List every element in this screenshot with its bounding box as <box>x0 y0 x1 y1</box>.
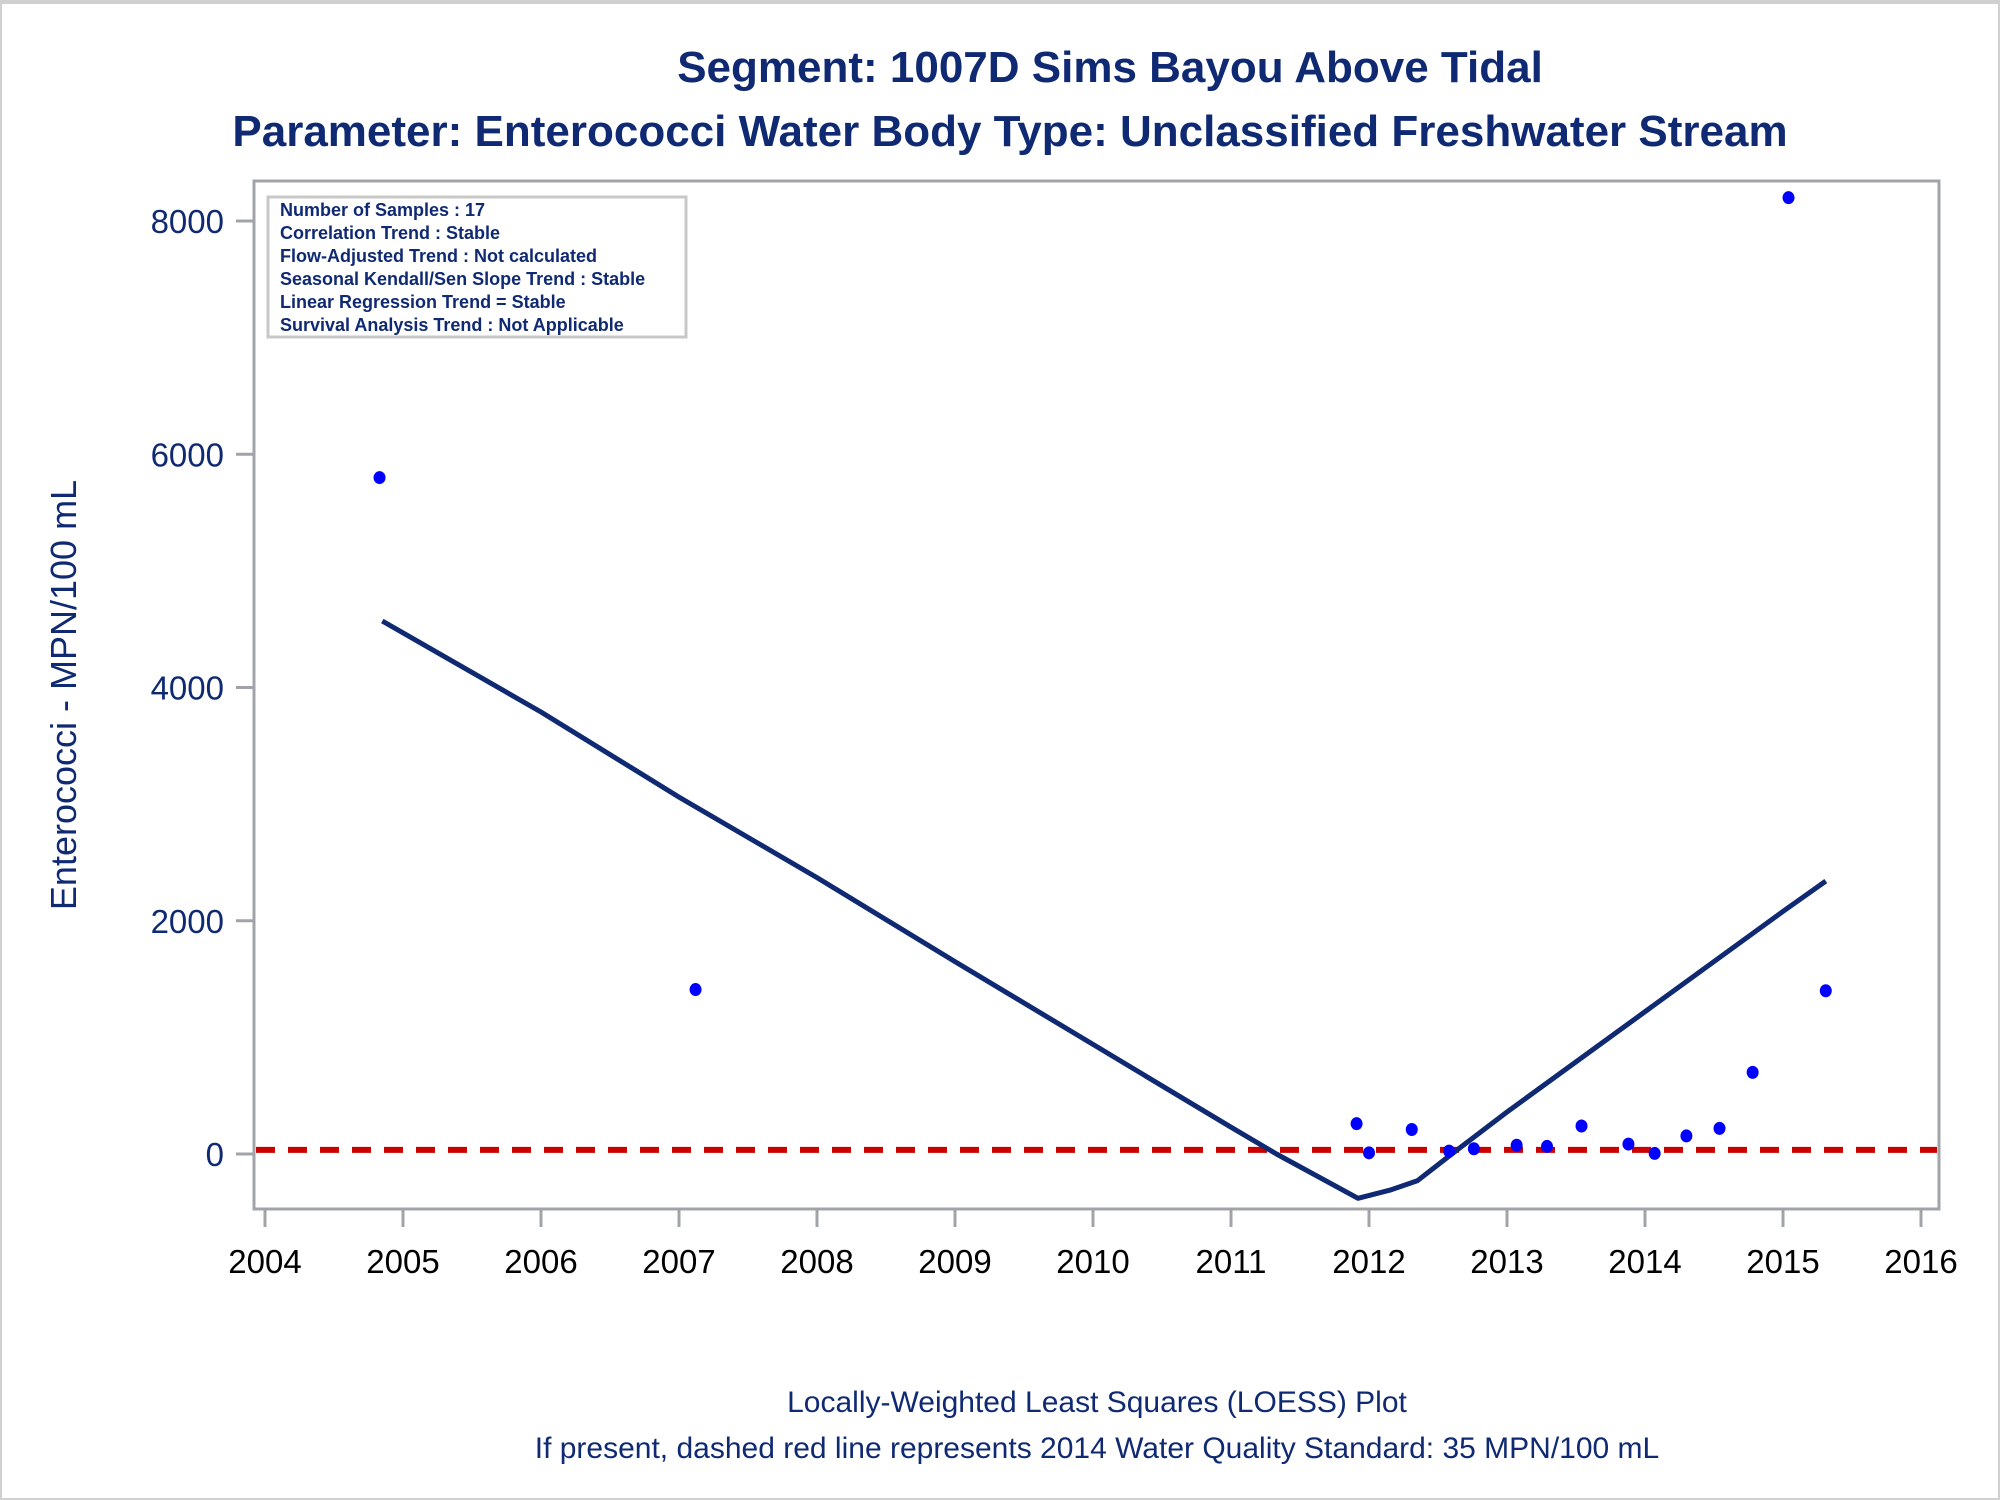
x-tick-label: 2011 <box>1196 1243 1267 1280</box>
y-axis: 0 2000 4000 6000 8000 <box>151 203 254 1173</box>
data-point <box>1622 1137 1635 1151</box>
x-tick-label: 2005 <box>366 1243 439 1280</box>
stat-line: Survival Analysis Trend : Not Applicable <box>280 315 624 335</box>
data-point <box>1575 1119 1588 1133</box>
plot-marks <box>256 191 1937 1201</box>
loess-line <box>381 618 1828 1201</box>
plot-area <box>252 179 1941 1211</box>
data-point <box>1819 984 1832 998</box>
footnote-method: Locally-Weighted Least Squares (LOESS) P… <box>787 1386 1407 1419</box>
data-point <box>373 471 386 485</box>
data-point <box>1541 1139 1554 1153</box>
y-tick-label: 2000 <box>151 903 224 940</box>
stat-line: Linear Regression Trend = Stable <box>280 292 566 312</box>
chart-subtitle: Parameter: Enterococci Water Body Type: … <box>232 107 1787 156</box>
y-tick-label: 0 <box>206 1136 224 1173</box>
y-tick-label: 4000 <box>151 670 224 707</box>
data-point <box>1350 1117 1363 1131</box>
data-point <box>1363 1146 1375 1160</box>
stats-box-border <box>266 195 688 339</box>
data-point <box>689 983 702 997</box>
y-axis-label: Enterococci - MPN/100 mL <box>43 480 84 910</box>
footnote-standard: If present, dashed red line represents 2… <box>535 1432 1660 1465</box>
data-point <box>1648 1146 1661 1160</box>
stat-line: Correlation Trend : Stable <box>280 223 500 243</box>
x-tick-label: 2009 <box>918 1243 991 1280</box>
data-point <box>1467 1142 1480 1156</box>
x-tick-label: 2010 <box>1056 1243 1129 1280</box>
x-tick-label: 2007 <box>642 1243 715 1280</box>
x-tick-label: 2015 <box>1746 1243 1819 1280</box>
data-point <box>1746 1065 1759 1079</box>
x-tick-label: 2014 <box>1608 1243 1681 1280</box>
x-tick-label: 2004 <box>228 1243 301 1280</box>
stat-line: Flow-Adjusted Trend : Not calculated <box>280 246 597 266</box>
chart-title: Segment: 1007D Sims Bayou Above Tidal <box>677 43 1543 92</box>
x-axis: 2004 2005 2006 2007 2008 2009 2010 2011 2012 2013… <box>228 1209 1958 1280</box>
y-tick-label: 8000 <box>151 203 224 240</box>
data-point <box>1680 1129 1693 1143</box>
y-tick-label: 6000 <box>151 436 224 473</box>
x-tick-label: 2013 <box>1470 1243 1543 1280</box>
data-point <box>1405 1123 1418 1137</box>
x-tick-label: 2006 <box>504 1243 577 1280</box>
stat-line: Number of Samples : 17 <box>280 200 485 220</box>
data-point <box>1443 1144 1456 1158</box>
x-tick-label: 2016 <box>1884 1243 1957 1280</box>
stats-box: Number of Samples : 17 Correlation Trend… <box>266 195 688 339</box>
x-tick-label: 2012 <box>1332 1243 1405 1280</box>
stat-line: Seasonal Kendall/Sen Slope Trend : Stabl… <box>280 269 645 289</box>
x-tick-label: 2008 <box>780 1243 853 1280</box>
data-point <box>1782 191 1795 205</box>
data-point <box>1713 1121 1726 1135</box>
data-point <box>1510 1138 1523 1152</box>
